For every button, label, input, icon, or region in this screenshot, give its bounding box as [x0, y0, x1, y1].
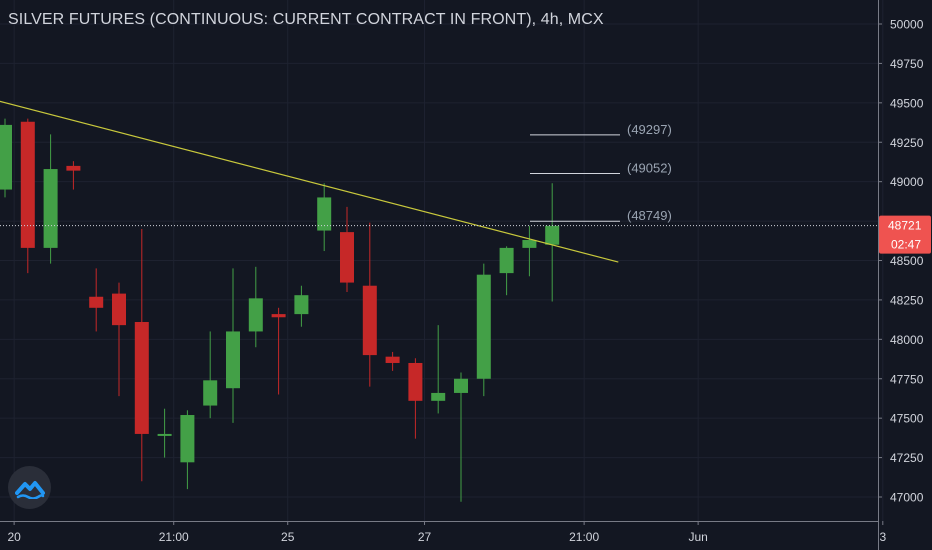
- price-level-label: (49297): [627, 122, 672, 137]
- y-tick-label: 48500: [890, 254, 924, 268]
- x-tick-label: 20: [7, 530, 21, 544]
- candle-up[interactable]: [43, 169, 58, 248]
- candle-down[interactable]: [385, 356, 400, 363]
- mountain-wave-icon: [14, 480, 45, 499]
- price-level-label: (49052): [627, 160, 672, 175]
- candle-up[interactable]: [226, 331, 240, 389]
- candle-up[interactable]: [0, 124, 12, 190]
- candle-up[interactable]: [294, 295, 309, 315]
- candle-down[interactable]: [112, 293, 126, 326]
- candle-up[interactable]: [545, 225, 560, 245]
- y-tick-label: 50000: [890, 18, 924, 32]
- candle-down[interactable]: [408, 362, 423, 401]
- y-tick-label: 49500: [890, 96, 924, 110]
- y-tick-label: 49000: [890, 175, 924, 189]
- y-tick-label: 49250: [890, 136, 924, 150]
- candle-up[interactable]: [454, 378, 468, 393]
- candle-up[interactable]: [522, 240, 537, 248]
- candle-up[interactable]: [248, 298, 263, 332]
- x-tick-label: Jun: [688, 530, 707, 544]
- candle-down[interactable]: [340, 232, 354, 283]
- candle-down[interactable]: [20, 121, 35, 248]
- x-tick-label: 3: [879, 530, 886, 544]
- candle-down[interactable]: [89, 296, 104, 308]
- candle-down[interactable]: [271, 314, 286, 318]
- y-tick-label: 47250: [890, 451, 924, 465]
- current-price-tag: [879, 215, 931, 254]
- x-tick-label: 25: [281, 530, 295, 544]
- bar-countdown: 02:47: [891, 238, 921, 252]
- candle-up[interactable]: [499, 247, 514, 274]
- x-tick-label: 21:00: [159, 530, 189, 544]
- candle-down[interactable]: [134, 321, 149, 434]
- x-tick-label: 21:00: [569, 530, 599, 544]
- candle-up[interactable]: [476, 274, 491, 379]
- chart-title: SILVER FUTURES (CONTINUOUS: CURRENT CONT…: [8, 11, 604, 28]
- candle-up[interactable]: [157, 433, 172, 436]
- x-tick-label: 27: [418, 530, 432, 544]
- candle-up[interactable]: [317, 197, 332, 231]
- y-tick-label: 47500: [890, 412, 924, 426]
- tradingview-logo[interactable]: [8, 466, 51, 509]
- candle-up[interactable]: [203, 380, 218, 406]
- y-tick-label: 48000: [890, 333, 924, 347]
- y-tick-label: 47000: [890, 491, 924, 505]
- y-tick-label: 48250: [890, 293, 924, 307]
- candle-up[interactable]: [431, 392, 446, 401]
- current-price-value: 48721: [888, 219, 922, 233]
- candle-down[interactable]: [362, 285, 377, 356]
- trendline[interactable]: [0, 100, 619, 263]
- y-tick-label: 47750: [890, 372, 924, 386]
- y-tick-label: 49750: [890, 57, 924, 71]
- candle-down[interactable]: [66, 165, 81, 171]
- price-level-label: (48749): [627, 208, 672, 223]
- candle-up[interactable]: [180, 415, 195, 463]
